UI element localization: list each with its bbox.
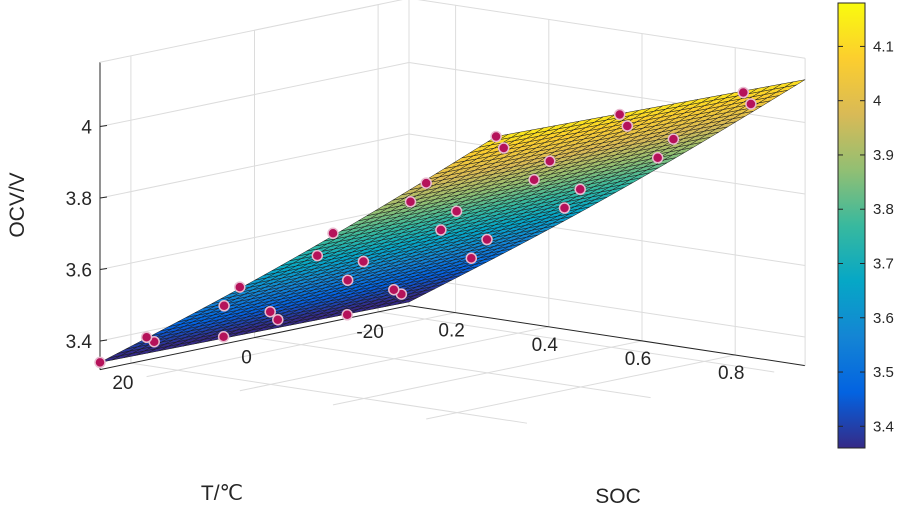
data-point bbox=[311, 249, 324, 262]
data-point bbox=[341, 274, 354, 286]
data-point bbox=[420, 177, 432, 189]
z-tick-mark bbox=[99, 125, 108, 128]
gridline-soc-floor bbox=[146, 312, 456, 378]
data-point bbox=[217, 331, 230, 343]
data-point bbox=[341, 309, 353, 321]
t-tick-label: 20 bbox=[112, 373, 133, 394]
colorbar-tick-label: 4.1 bbox=[873, 38, 894, 55]
z-tick-mark bbox=[99, 196, 108, 199]
colorbar-tick-label: 3.7 bbox=[873, 255, 894, 272]
colorbar-tick-label: 3.8 bbox=[873, 201, 894, 218]
gridline-soc-floor bbox=[332, 340, 643, 406]
colorbar-tick-label: 3.4 bbox=[873, 418, 894, 435]
data-point bbox=[435, 224, 447, 236]
data-point bbox=[737, 86, 750, 99]
soc-tick-label: 0.6 bbox=[625, 349, 651, 370]
data-point bbox=[544, 155, 556, 167]
soc-tick-label: 0.2 bbox=[438, 321, 464, 342]
data-point bbox=[357, 255, 370, 268]
soc-tick-label: 0.4 bbox=[532, 335, 559, 356]
data-point bbox=[218, 300, 230, 312]
y-axis-label: T/℃ bbox=[201, 482, 243, 505]
gridline-t-floor bbox=[378, 311, 775, 373]
data-point bbox=[745, 98, 757, 110]
data-point bbox=[465, 252, 478, 264]
data-point bbox=[651, 152, 664, 164]
data-point bbox=[558, 202, 571, 214]
z-tick-label: 3.4 bbox=[66, 332, 93, 353]
measured-points bbox=[94, 86, 757, 369]
z-tick-label: 3.8 bbox=[66, 189, 92, 210]
data-point bbox=[481, 233, 493, 246]
axis-labels: OCV/V T/℃ SOC bbox=[6, 172, 641, 508]
data-point bbox=[621, 120, 634, 132]
colorbar-tick-label: 3.6 bbox=[873, 310, 894, 327]
z-axis-label: OCV/V bbox=[6, 172, 29, 237]
colorbar-tick-label: 3.5 bbox=[873, 364, 894, 381]
data-point bbox=[264, 305, 276, 318]
box-top-right bbox=[417, 0, 806, 59]
data-point bbox=[94, 356, 106, 369]
data-point bbox=[272, 313, 284, 326]
data-point bbox=[528, 174, 540, 186]
data-point bbox=[613, 108, 626, 121]
data-point bbox=[574, 183, 586, 196]
z-tick-label: 4 bbox=[81, 118, 92, 139]
z-tick-mark bbox=[99, 339, 108, 342]
colorbar: 3.4 3.5 3.6 3.7 3.8 3.9 4 4.1 bbox=[837, 2, 894, 449]
soc-tick-label: 0.8 bbox=[718, 363, 744, 384]
colorbar-tick-label: 3.9 bbox=[873, 147, 894, 164]
t-tick-label: 0 bbox=[241, 348, 252, 369]
data-point bbox=[490, 130, 502, 143]
data-point bbox=[450, 205, 463, 218]
x-axis-label: SOC bbox=[595, 485, 641, 508]
data-point bbox=[140, 331, 153, 344]
colorbar-gradient bbox=[837, 2, 866, 449]
soc-axis-line bbox=[408, 305, 806, 367]
z-tick-label: 3.6 bbox=[66, 261, 92, 282]
gridline-soc-floor bbox=[239, 326, 549, 392]
t-axis-line bbox=[99, 305, 410, 371]
gridline-soc-floor bbox=[426, 354, 736, 420]
axis-ticks: 3.4 3.6 3.8 4 20 0 -20 0.2 0.4 0.6 0.8 bbox=[66, 118, 745, 395]
z-tick-mark bbox=[99, 268, 108, 270]
gridline-t-floor bbox=[130, 362, 528, 424]
data-point bbox=[404, 196, 417, 208]
data-point bbox=[234, 281, 246, 293]
t-tick-label: -20 bbox=[356, 322, 383, 343]
data-point bbox=[388, 283, 400, 296]
ocv-surface bbox=[99, 79, 806, 363]
data-point bbox=[667, 133, 680, 145]
data-point bbox=[327, 227, 339, 240]
box-top-left bbox=[99, 0, 403, 63]
gridline-t-floor bbox=[254, 337, 651, 399]
data-point bbox=[497, 142, 510, 154]
gridline-z-side bbox=[408, 276, 806, 338]
colorbar-tick-label: 4 bbox=[873, 93, 881, 110]
